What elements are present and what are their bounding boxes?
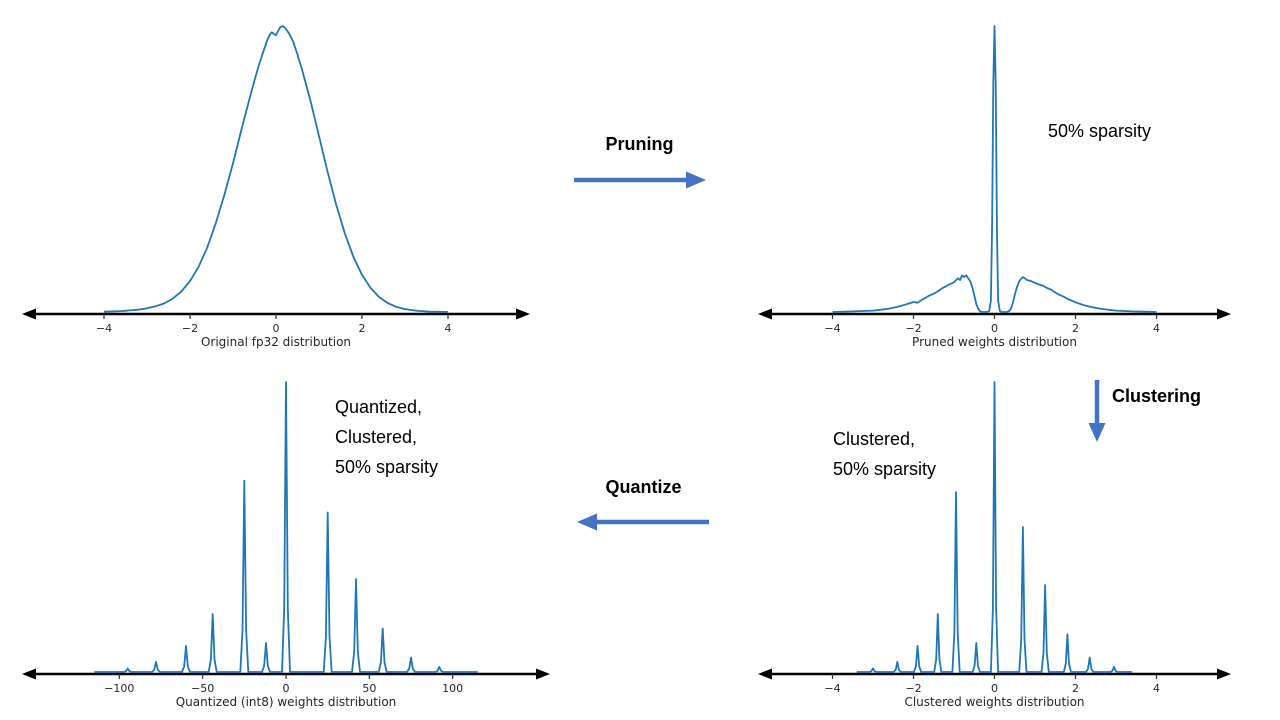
down-arrow-icon [1088, 380, 1106, 442]
quantized-note-line1: Quantized, [335, 397, 423, 417]
clustered-note-line1: Clustered, [833, 429, 916, 449]
svg-text:−50: −50 [191, 682, 214, 695]
original-fp32-chart: −4 −2 0 2 4 Original fp32 distribution [6, 2, 546, 359]
svg-text:−2: −2 [905, 682, 921, 695]
svg-text:−100: −100 [104, 682, 134, 695]
svg-text:−2: −2 [182, 322, 198, 335]
quantized-note-line2: Clustered, [335, 427, 418, 447]
svg-text:Quantized (int8) weights distr: Quantized (int8) weights distribution [176, 695, 397, 709]
left-arrow-icon [577, 513, 709, 531]
clustering-arrow [1084, 378, 1110, 449]
quantized-note-line3: 50% sparsity [335, 457, 439, 477]
svg-text:2: 2 [359, 322, 366, 335]
svg-text:Pruned weights distribution: Pruned weights distribution [912, 335, 1077, 349]
svg-text:Clustered weights distribution: Clustered weights distribution [904, 695, 1084, 709]
clustered-weights-plot: −4 −2 0 2 4 Clustered weights distribution [758, 381, 1231, 709]
right-arrow-icon [574, 171, 706, 189]
pruning-label: Pruning [605, 134, 674, 154]
clustered-note: Clustered, 50% sparsity [833, 424, 936, 484]
pruning-arrow [572, 167, 707, 198]
quantized-note: Quantized, Clustered, 50% sparsity [335, 392, 438, 482]
svg-text:−4: −4 [824, 322, 840, 335]
pruned-sparsity-note: 50% sparsity [1048, 121, 1152, 141]
clustered-note-line2: 50% sparsity [833, 459, 937, 479]
svg-text:50: 50 [362, 682, 376, 695]
svg-text:0: 0 [283, 682, 290, 695]
svg-text:0: 0 [991, 682, 998, 695]
svg-text:2: 2 [1072, 682, 1079, 695]
quantized-weights-plot: −100 −50 0 50 100 Quantized (int8) weights di… [22, 381, 550, 709]
svg-text:0: 0 [273, 322, 280, 335]
svg-text:−2: −2 [905, 322, 921, 335]
svg-text:−4: −4 [824, 682, 840, 695]
original-fp32-plot: −4 −2 0 2 4 Original fp32 distribution [22, 25, 530, 349]
quantized-weights-chart: −100 −50 0 50 100 Quantized (int8) weights di… [6, 358, 566, 719]
svg-text:100: 100 [442, 682, 463, 695]
svg-text:2: 2 [1072, 322, 1079, 335]
quantize-label: Quantize [605, 477, 682, 497]
clustering-label: Clustering [1112, 386, 1202, 406]
clustered-weights-chart: −4 −2 0 2 4 Clustered weights distribution [742, 358, 1247, 719]
pruned-weights-plot: −4 −2 0 2 4 Pruned weights distribution [758, 25, 1231, 349]
svg-text:0: 0 [991, 322, 998, 335]
quantize-arrow [576, 509, 711, 540]
svg-text:4: 4 [1153, 682, 1160, 695]
pruned-weights-chart: −4 −2 0 2 4 Pruned weights distribution [742, 2, 1247, 359]
svg-text:−4: −4 [96, 322, 112, 335]
svg-text:4: 4 [1153, 322, 1160, 335]
svg-text:Original fp32 distribution: Original fp32 distribution [201, 335, 351, 349]
svg-text:4: 4 [445, 322, 452, 335]
